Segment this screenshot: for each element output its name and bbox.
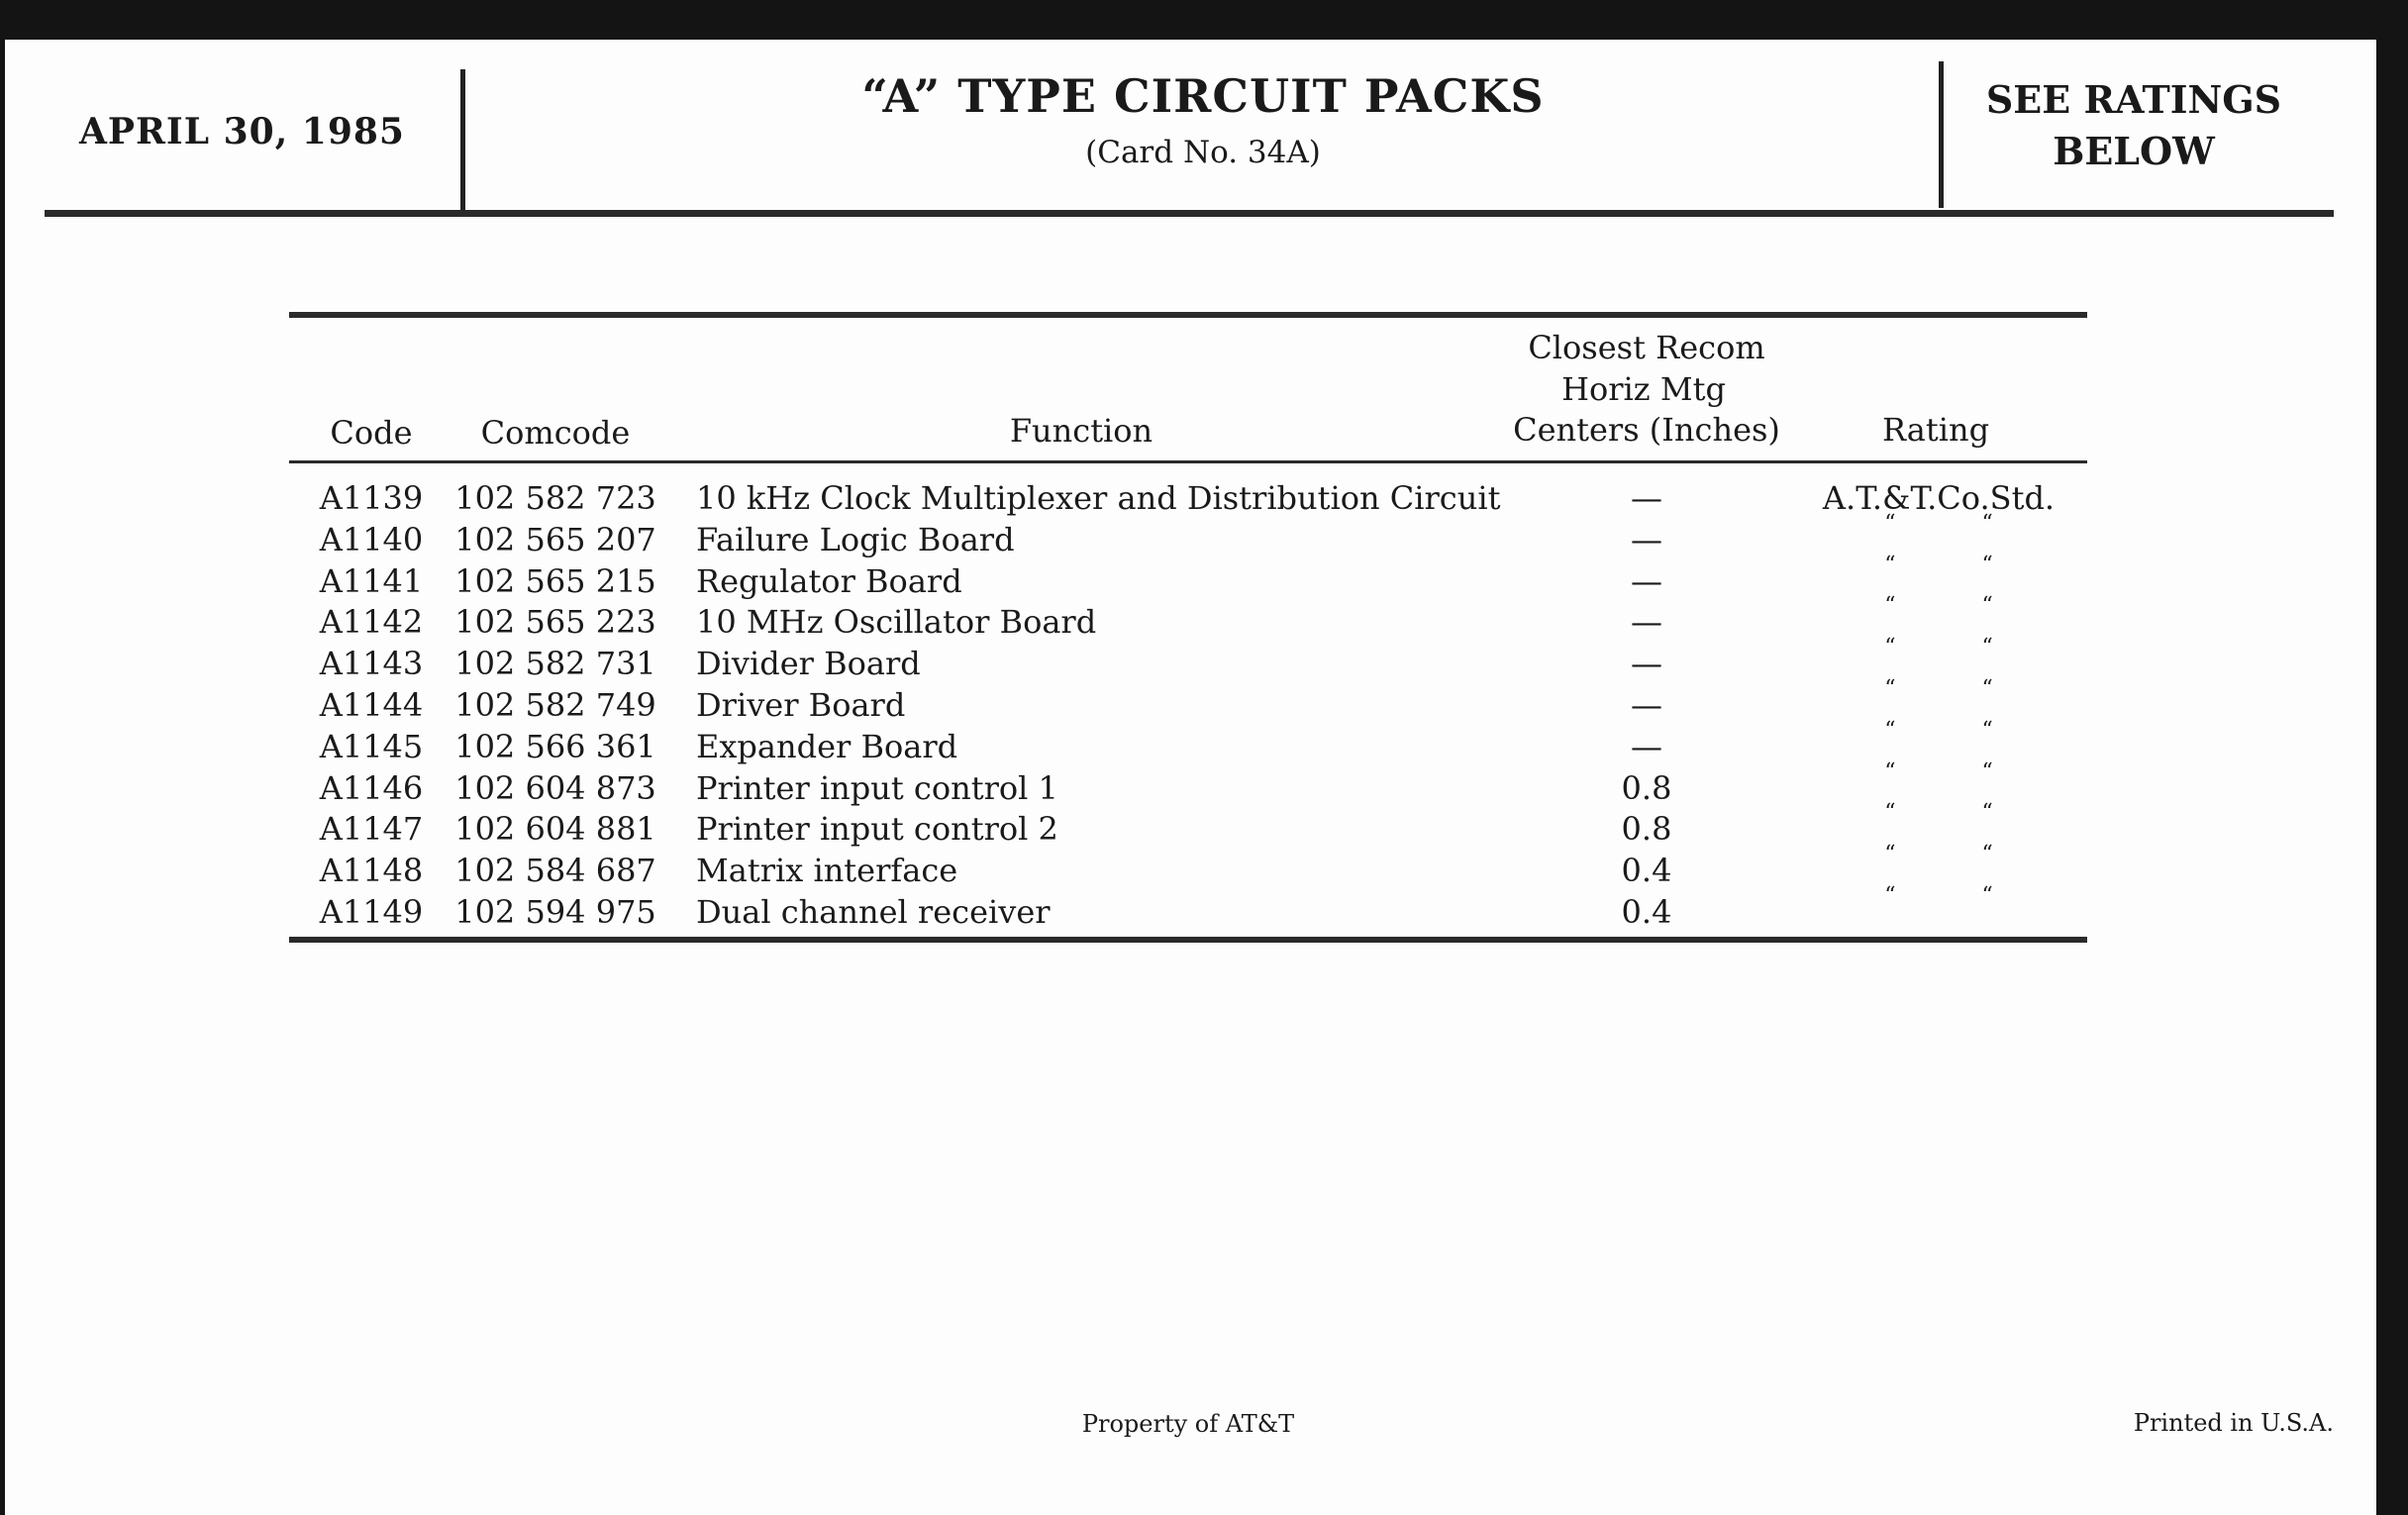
header-divider-right bbox=[1939, 61, 1944, 208]
row-comcode: 102 566 361 bbox=[454, 727, 656, 765]
row-centers: — bbox=[1631, 520, 1662, 558]
row-rating: “ “ bbox=[1884, 883, 1993, 908]
row-rating: “ “ bbox=[1884, 552, 1993, 577]
row-comcode: 102 565 207 bbox=[454, 520, 656, 558]
row-function: Matrix interface bbox=[696, 852, 958, 890]
row-function: Regulator Board bbox=[696, 561, 962, 600]
row-function: Dual channel receiver bbox=[696, 893, 1051, 931]
header-rule bbox=[45, 210, 2334, 217]
row-centers: 0.4 bbox=[1621, 893, 1672, 931]
row-function: Printer input control 1 bbox=[696, 768, 1058, 807]
ratings-note-line2: BELOW bbox=[2053, 129, 2215, 173]
row-centers: — bbox=[1631, 686, 1662, 724]
row-rating: A.T.&T.Co.Std. bbox=[1822, 479, 2056, 517]
row-comcode: 102 565 223 bbox=[454, 603, 656, 642]
row-function: Divider Board bbox=[696, 645, 921, 683]
document-title: “A” TYPE CIRCUIT PACKS bbox=[861, 69, 1545, 123]
row-rating: “ “ bbox=[1884, 800, 1993, 826]
table-top-rule bbox=[289, 312, 2087, 318]
table-header-rule bbox=[289, 460, 2087, 463]
row-code: A1149 bbox=[319, 893, 424, 931]
row-comcode: 102 584 687 bbox=[454, 852, 656, 890]
row-rating: “ “ bbox=[1884, 758, 1993, 784]
row-code: A1141 bbox=[319, 561, 424, 600]
header-rating: Rating bbox=[1881, 411, 1990, 449]
row-function: Expander Board bbox=[696, 727, 958, 765]
row-centers: — bbox=[1631, 603, 1662, 642]
row-code: A1146 bbox=[319, 768, 424, 807]
table-bottom-rule bbox=[289, 937, 2087, 943]
ratings-note: SEE RATINGS BELOW bbox=[1946, 74, 2322, 177]
row-code: A1142 bbox=[319, 603, 424, 642]
row-rating: “ “ bbox=[1884, 842, 1993, 867]
header-code: Code bbox=[330, 414, 413, 452]
footer-printed: Printed in U.S.A. bbox=[2133, 1409, 2334, 1437]
row-centers: 0.4 bbox=[1621, 852, 1672, 890]
row-comcode: 102 604 881 bbox=[454, 810, 656, 849]
ratings-note-line1: SEE RATINGS bbox=[1985, 77, 2282, 122]
row-centers: — bbox=[1631, 479, 1662, 517]
row-centers: — bbox=[1631, 727, 1662, 765]
header-divider-left bbox=[460, 69, 465, 216]
row-rating: “ “ bbox=[1884, 593, 1993, 619]
row-comcode: 102 594 975 bbox=[454, 893, 656, 931]
row-comcode: 102 604 873 bbox=[454, 768, 656, 807]
row-function: 10 kHz Clock Multiplexer and Distributio… bbox=[696, 479, 1501, 517]
document-card bbox=[5, 40, 2376, 1515]
row-comcode: 102 582 723 bbox=[454, 479, 656, 517]
row-code: A1147 bbox=[319, 810, 424, 849]
footer-property: Property of AT&T bbox=[1081, 1410, 1295, 1438]
row-function: Failure Logic Board bbox=[696, 520, 1015, 558]
row-code: A1144 bbox=[319, 686, 424, 724]
row-code: A1140 bbox=[319, 520, 424, 558]
row-centers: — bbox=[1631, 645, 1662, 683]
row-comcode: 102 582 749 bbox=[454, 686, 656, 724]
row-code: A1148 bbox=[319, 852, 424, 890]
header-centers-line1: Closest Recom bbox=[1528, 329, 1765, 366]
row-rating: “ “ bbox=[1884, 676, 1993, 701]
row-rating: “ “ bbox=[1884, 635, 1993, 660]
document-date: APRIL 30, 1985 bbox=[79, 111, 405, 152]
row-code: A1139 bbox=[319, 479, 424, 517]
row-function: Driver Board bbox=[696, 686, 906, 724]
row-centers: 0.8 bbox=[1621, 768, 1672, 807]
document-subtitle: (Card No. 34A) bbox=[1085, 135, 1321, 170]
row-centers: — bbox=[1631, 561, 1662, 600]
row-function: 10 MHz Oscillator Board bbox=[696, 603, 1097, 642]
header-centers-line2: Horiz Mtg bbox=[1561, 370, 1726, 408]
header-comcode: Comcode bbox=[480, 414, 631, 452]
row-rating: “ “ bbox=[1884, 510, 1993, 536]
header-centers-line3: Centers (Inches) bbox=[1513, 411, 1780, 449]
row-code: A1145 bbox=[319, 727, 424, 765]
header-function: Function bbox=[1009, 412, 1154, 450]
row-comcode: 102 565 215 bbox=[454, 561, 656, 600]
row-comcode: 102 582 731 bbox=[454, 645, 656, 683]
row-function: Printer input control 2 bbox=[696, 810, 1058, 849]
row-code: A1143 bbox=[319, 645, 424, 683]
row-rating: “ “ bbox=[1884, 717, 1993, 743]
row-centers: 0.8 bbox=[1621, 810, 1672, 849]
